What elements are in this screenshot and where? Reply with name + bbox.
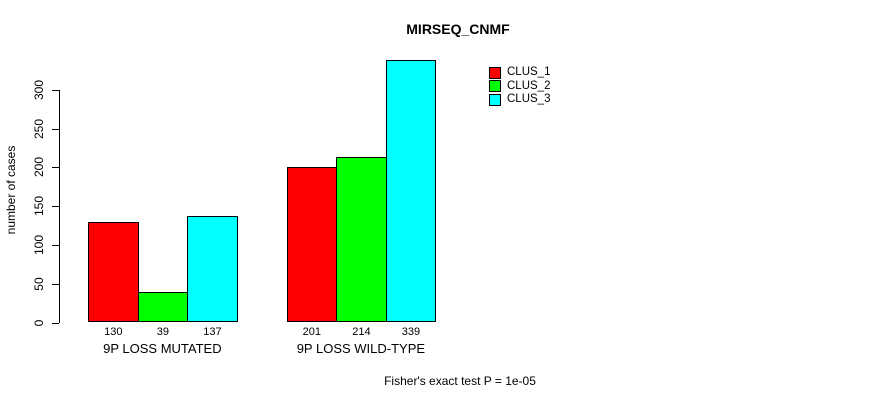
x-axis-category-label: 9P LOSS MUTATED — [103, 341, 222, 356]
y-axis-tick — [52, 244, 59, 246]
bar-value-label: 339 — [401, 326, 421, 338]
y-axis-tick-label: 150 — [32, 196, 46, 217]
y-axis-tick-label: 0 — [32, 319, 46, 326]
bar-value-label: 137 — [203, 326, 222, 338]
y-axis-tick — [52, 128, 59, 130]
legend-label-clus-1: CLUS_1 — [507, 66, 551, 78]
legend-swatch-clus-2 — [489, 80, 501, 93]
legend-item-clus-1: CLUS_1 — [489, 66, 550, 80]
bar-clus_2-group2 — [336, 156, 387, 323]
bar-clus_3-group1 — [187, 216, 238, 323]
y-axis-tick — [52, 89, 59, 91]
y-axis-tick-label: 100 — [32, 234, 46, 255]
y-axis-tick — [52, 322, 59, 324]
y-axis-tick — [52, 167, 59, 169]
bar-value-label: 214 — [352, 326, 371, 338]
y-axis-line — [59, 89, 60, 324]
chart-title: MIRSEQ_CNMF — [406, 21, 510, 37]
y-axis-tick — [52, 206, 59, 208]
y-axis-tick-label: 200 — [32, 157, 46, 178]
x-axis-category-label: 9P LOSS WILD-TYPE — [296, 341, 426, 356]
legend-label-clus-3: CLUS_3 — [507, 93, 551, 105]
bar-clus_1-group2 — [286, 166, 338, 323]
legend-swatch-clus-1 — [489, 66, 501, 79]
bar-value-label: 39 — [156, 326, 170, 338]
bar-value-label: 130 — [104, 326, 123, 338]
legend: CLUS_1 CLUS_2 CLUS_3 — [489, 66, 550, 107]
legend-swatch-clus-3 — [489, 93, 501, 106]
fisher-test-annotation: Fisher's exact test P = 1e-05 — [384, 374, 536, 388]
legend-item-clus-2: CLUS_2 — [489, 80, 550, 94]
legend-item-clus-3: CLUS_3 — [489, 93, 550, 107]
bar-value-label: 201 — [302, 326, 321, 338]
bar-clus_3-group2 — [385, 59, 437, 323]
bar-clus_1-group1 — [88, 221, 139, 323]
y-axis-tick — [52, 283, 59, 285]
bar-clus_2-group1 — [137, 292, 189, 323]
legend-label-clus-2: CLUS_2 — [507, 79, 551, 92]
y-axis-tick-label: 250 — [32, 118, 46, 139]
y-axis-tick-label: 50 — [32, 277, 46, 291]
y-axis-tick-label: 300 — [32, 79, 46, 100]
